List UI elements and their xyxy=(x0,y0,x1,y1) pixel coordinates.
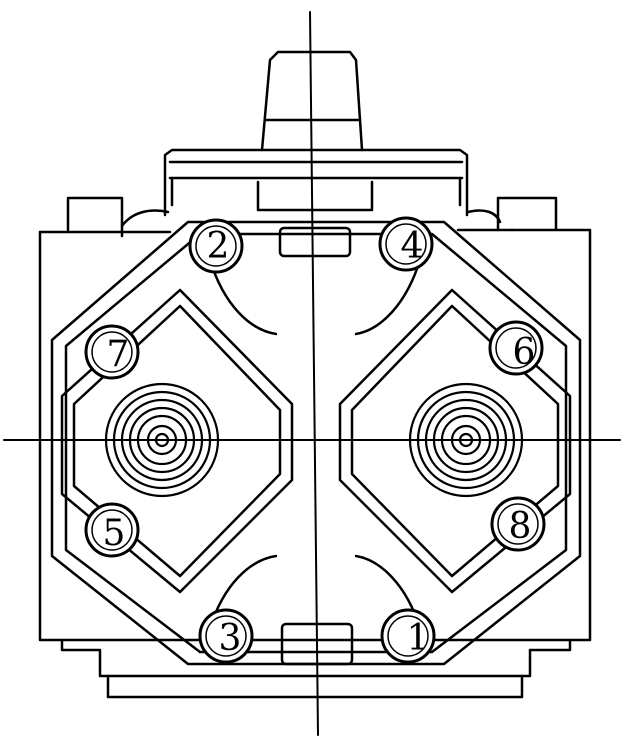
bolt-label: 4 xyxy=(401,226,424,267)
inner-octagon xyxy=(50,220,582,666)
top-flange xyxy=(163,148,469,217)
bolt-6: 6 xyxy=(488,320,544,376)
bolt-4: 4 xyxy=(378,216,434,272)
bolt-label: 3 xyxy=(219,618,242,659)
upper-arches xyxy=(208,226,422,336)
bolt-label: 1 xyxy=(407,618,430,659)
bolt-label: 7 xyxy=(107,334,130,375)
bolt-markers: 1 2 3 4 5 6 7 xyxy=(84,216,546,664)
right-ear xyxy=(466,196,558,232)
bolt-8: 8 xyxy=(490,496,546,552)
bolt-2: 2 xyxy=(188,218,244,274)
left-wing xyxy=(60,288,294,594)
bolt-label: 8 xyxy=(509,506,532,547)
center-lines xyxy=(3,11,621,736)
bolt-label: 6 xyxy=(513,332,536,373)
bolt-5: 5 xyxy=(84,502,140,558)
right-wing xyxy=(338,288,572,594)
bolt-1: 1 xyxy=(380,608,436,664)
vertical-centerline xyxy=(309,11,319,736)
bolt-label: 2 xyxy=(207,226,230,267)
bolt-3: 3 xyxy=(198,608,254,664)
bolt-7: 7 xyxy=(84,324,140,380)
bolt-label: 5 xyxy=(103,513,126,554)
left-ear xyxy=(66,196,170,238)
